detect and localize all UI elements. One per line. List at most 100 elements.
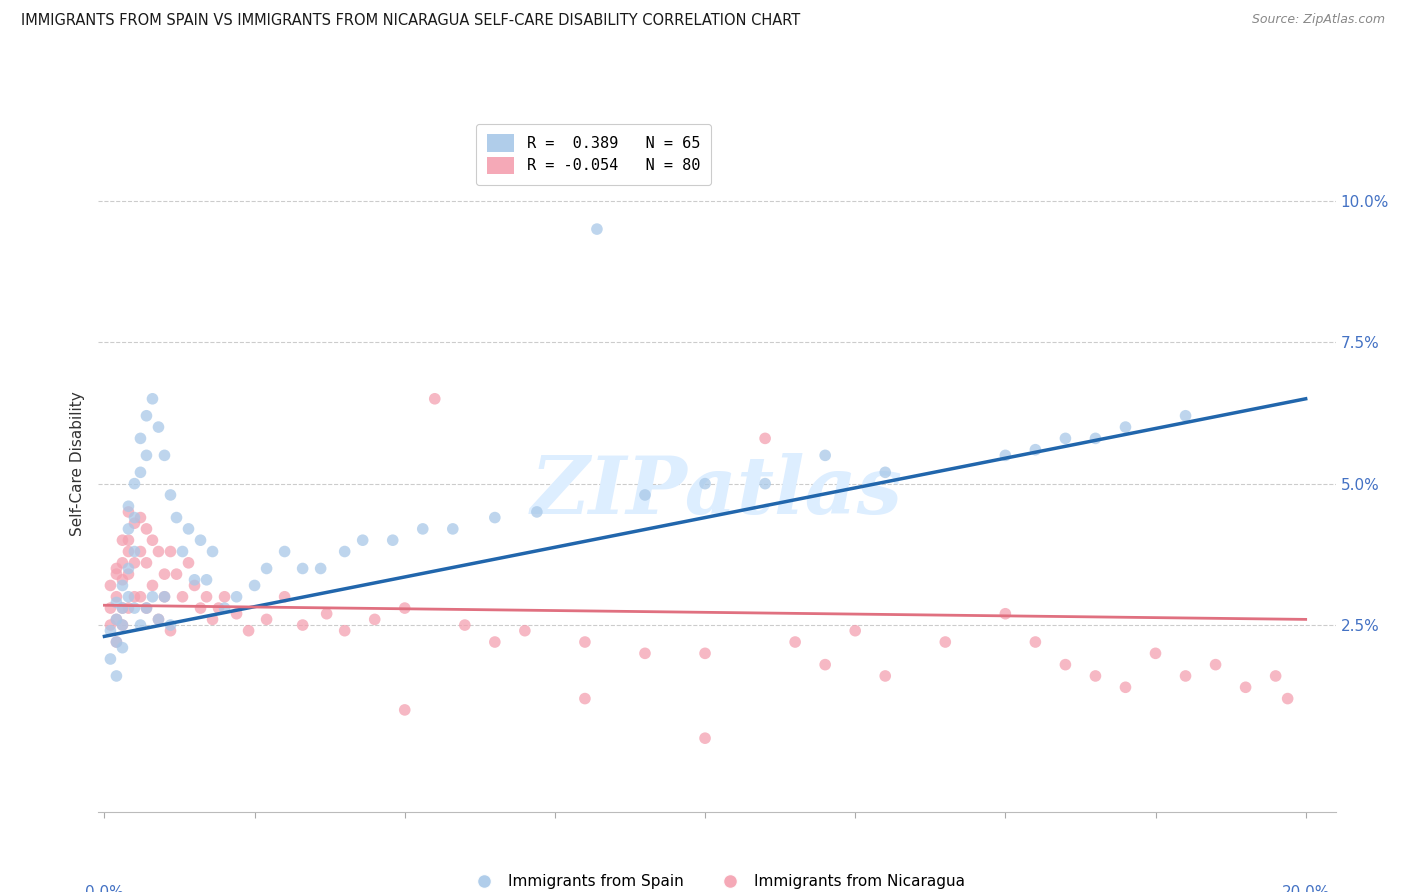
Text: IMMIGRANTS FROM SPAIN VS IMMIGRANTS FROM NICARAGUA SELF-CARE DISABILITY CORRELAT: IMMIGRANTS FROM SPAIN VS IMMIGRANTS FROM… [21,13,800,29]
Point [273,590,295,604]
Point [159,488,181,502]
Point [875,669,897,683]
Point [117,567,139,582]
Point [875,466,897,480]
Point [153,448,176,462]
Point [129,590,152,604]
Point [135,522,157,536]
Text: Source: ZipAtlas.com: Source: ZipAtlas.com [1251,13,1385,27]
Point [111,533,134,548]
Point [1234,680,1257,694]
Point [148,612,170,626]
Point [135,601,157,615]
Point [225,607,247,621]
Point [814,448,837,462]
Point [105,567,128,582]
Point [135,448,157,462]
Point [117,505,139,519]
Point [111,578,134,592]
Point [1144,646,1167,660]
Point [135,556,157,570]
Point [135,409,157,423]
Point [1084,669,1107,683]
Point [183,573,205,587]
Point [100,618,122,632]
Point [574,635,596,649]
Point [634,488,657,502]
Point [129,618,152,632]
Point [159,624,181,638]
Point [693,646,716,660]
Point [177,556,200,570]
Point [586,222,609,236]
Point [183,578,205,592]
Point [1084,431,1107,445]
Point [100,652,122,666]
Point [394,703,416,717]
Point [105,612,128,626]
Point [117,522,139,536]
Point [117,533,139,548]
Point [129,466,152,480]
Point [1114,420,1136,434]
Point [754,476,776,491]
Point [124,556,146,570]
Point [441,522,464,536]
Point [994,448,1017,462]
Point [153,590,176,604]
Text: 0.0%: 0.0% [84,885,124,892]
Point [111,618,134,632]
Point [117,544,139,558]
Point [111,573,134,587]
Point [333,624,356,638]
Point [100,624,122,638]
Point [994,607,1017,621]
Point [172,590,194,604]
Point [141,578,163,592]
Point [291,618,314,632]
Point [190,533,212,548]
Point [238,624,260,638]
Point [754,431,776,445]
Point [256,561,278,575]
Point [141,533,163,548]
Point [190,601,212,615]
Point [195,573,218,587]
Point [129,431,152,445]
Point [117,500,139,514]
Point [111,556,134,570]
Point [1277,691,1299,706]
Point [381,533,404,548]
Point [423,392,446,406]
Point [315,607,337,621]
Point [214,601,236,615]
Point [124,516,146,531]
Point [1174,409,1197,423]
Point [177,522,200,536]
Point [454,618,477,632]
Point [117,561,139,575]
Point [129,510,152,524]
Point [1114,680,1136,694]
Point [225,590,247,604]
Point [412,522,434,536]
Point [693,731,716,746]
Point [1205,657,1227,672]
Point [934,635,956,649]
Point [148,612,170,626]
Point [1054,657,1077,672]
Point [105,612,128,626]
Point [124,590,146,604]
Point [634,646,657,660]
Point [141,392,163,406]
Point [124,544,146,558]
Point [785,635,807,649]
Point [526,505,548,519]
Point [105,669,128,683]
Point [214,590,236,604]
Point [117,601,139,615]
Point [166,510,188,524]
Point [844,624,866,638]
Point [105,561,128,575]
Point [111,640,134,655]
